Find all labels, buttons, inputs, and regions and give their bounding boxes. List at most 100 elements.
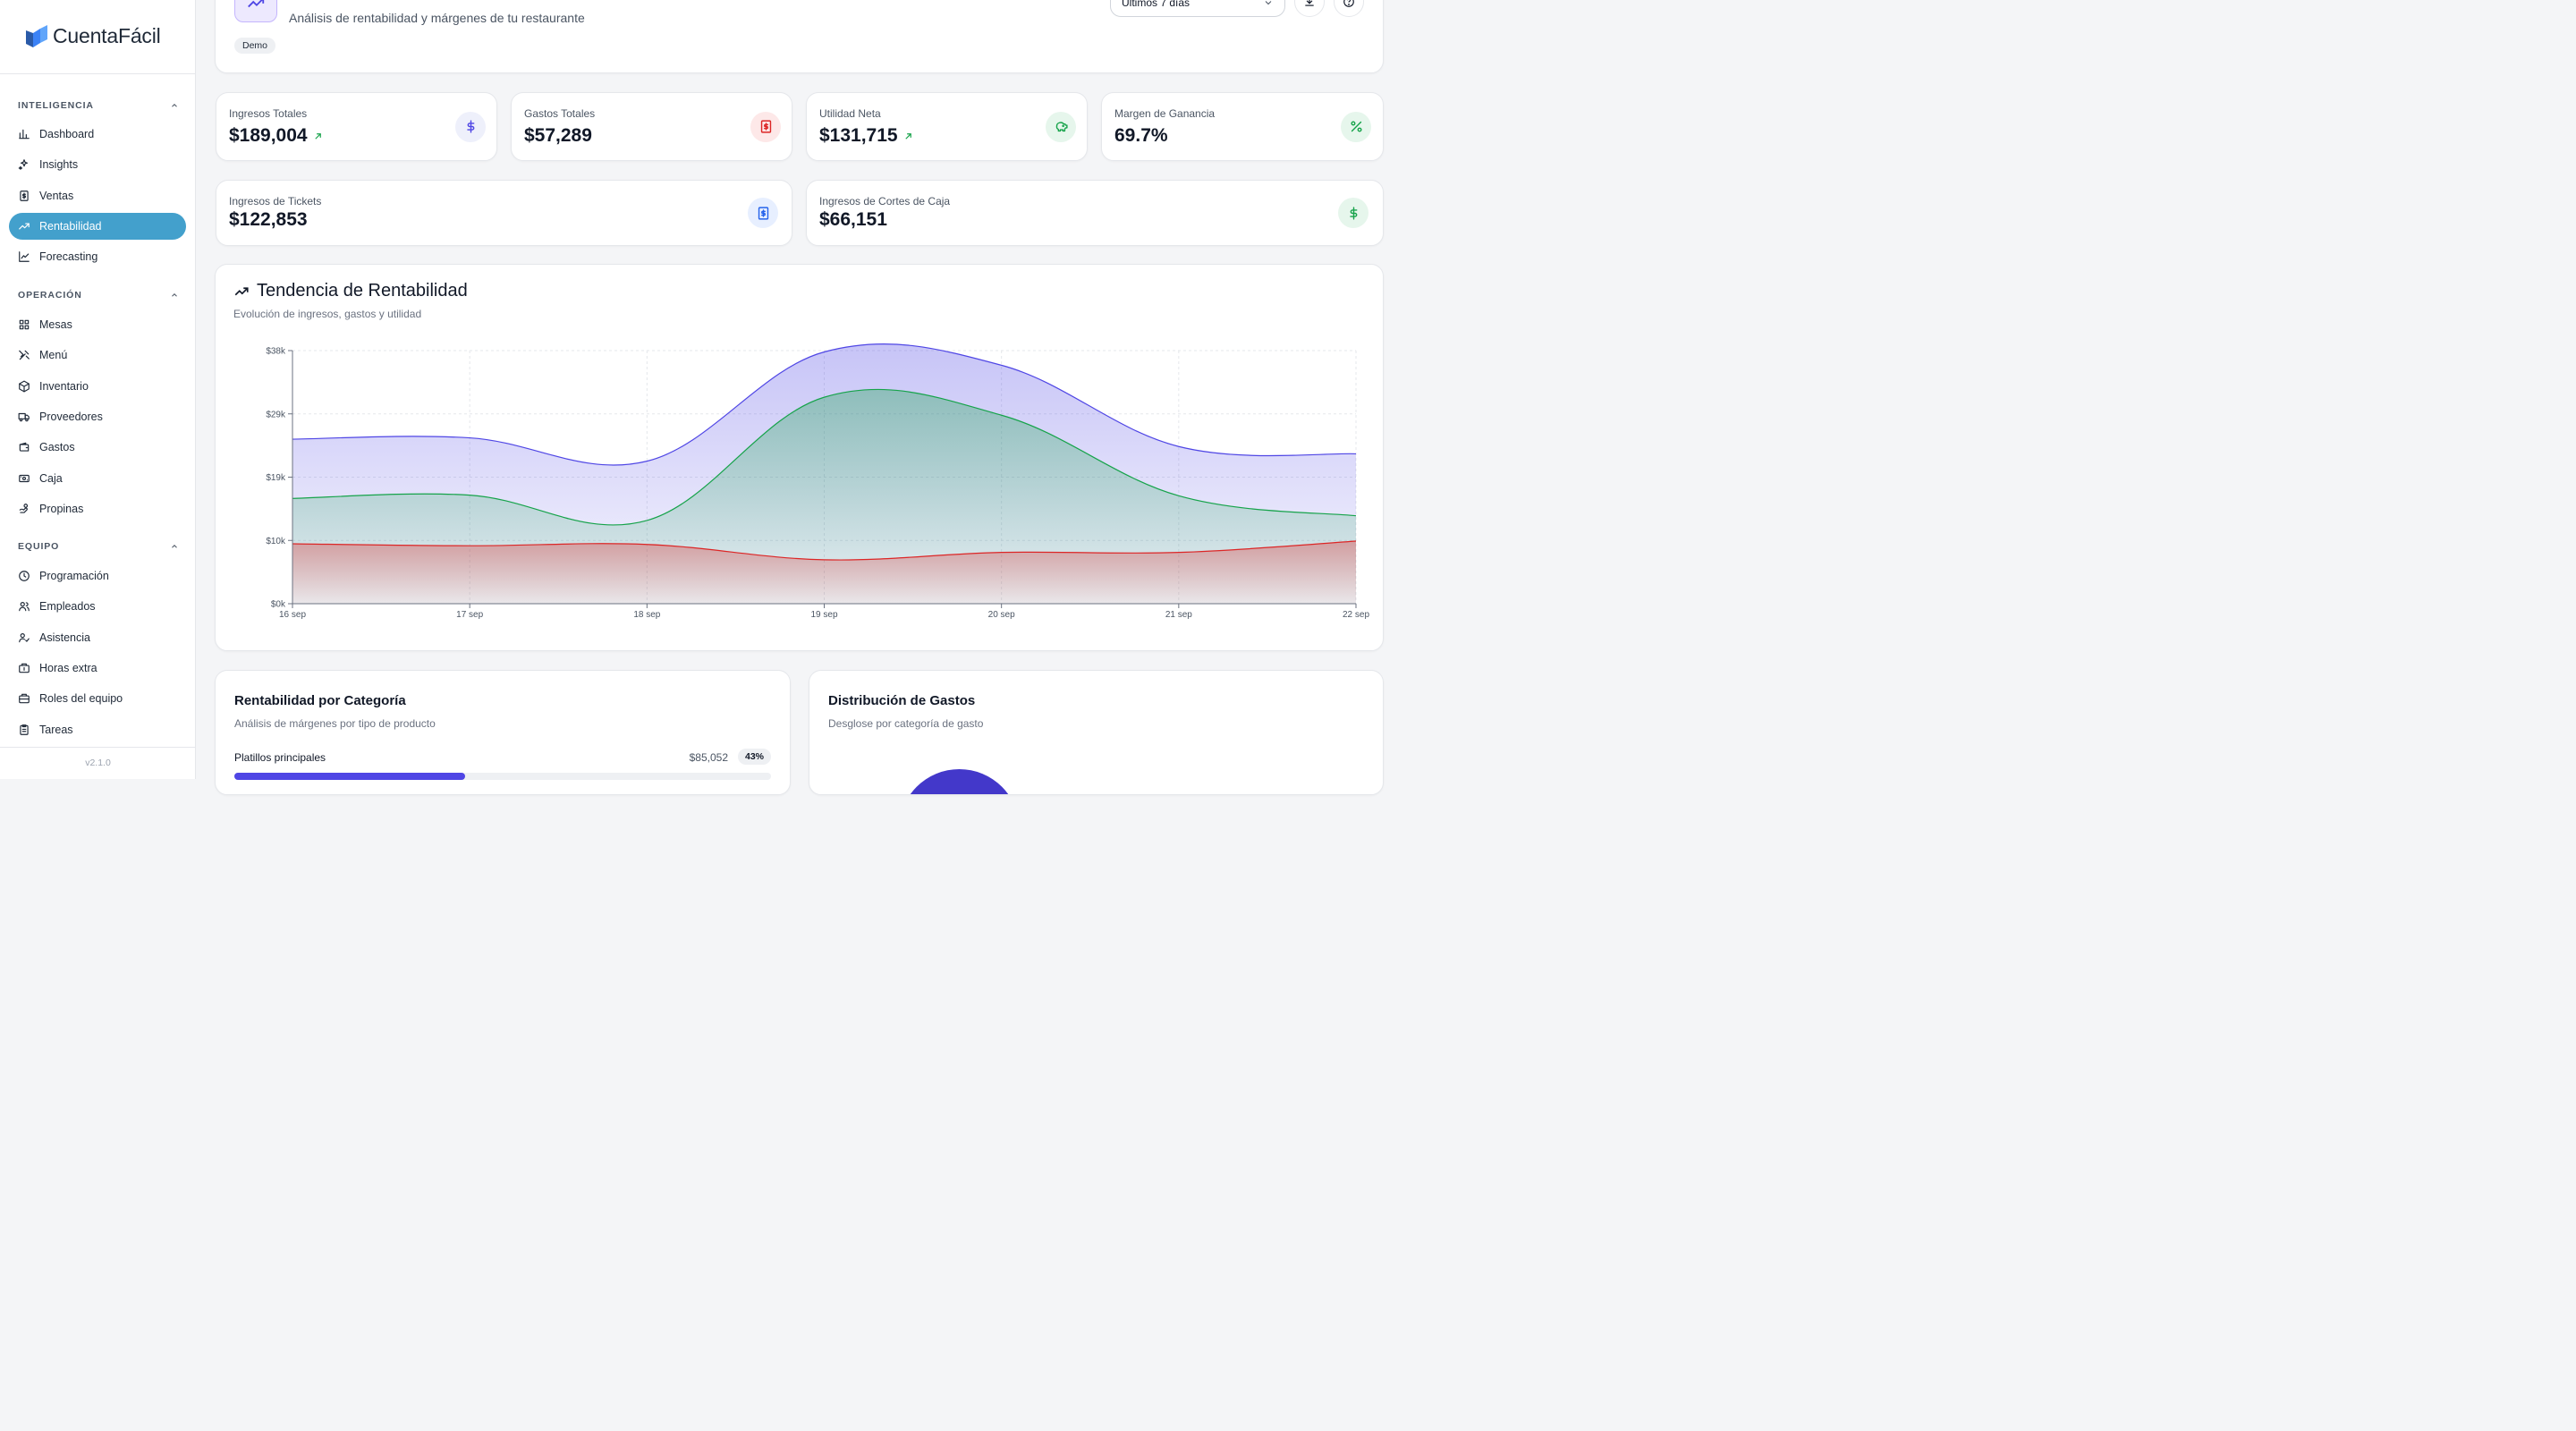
x-tick-label: 19 sep — [810, 610, 837, 620]
category-row-name: Platillos principales — [234, 751, 326, 764]
kpi-value-text: 69.7% — [1114, 125, 1168, 146]
category-title: Rentabilidad por Categoría — [234, 693, 406, 708]
sidebar-item-label: Programación — [39, 570, 109, 582]
sidebar-item-asistencia[interactable]: Asistencia — [9, 624, 186, 651]
propinas-icon — [19, 503, 29, 513]
kpi-card-ingresos-totales: Ingresos Totales $189,004 — [216, 92, 497, 161]
chart-title-text: Tendencia de Rentabilidad — [257, 281, 468, 301]
page-icon — [234, 0, 277, 22]
trending-up-icon — [248, 0, 265, 8]
sidebar-item-label: Dashboard — [39, 128, 95, 140]
sidebar-item-insights[interactable]: Insights — [9, 151, 186, 178]
kpi-value: $131,715 — [819, 125, 913, 147]
kpi-value: $189,004 — [229, 125, 323, 147]
kpi-icon-badge — [1338, 198, 1368, 228]
chevron-down-icon — [1265, 0, 1272, 4]
sidebar-item-label: Horas extra — [39, 661, 97, 674]
kpi-card-gastos-totales: Gastos Totales $57,289 — [511, 92, 792, 161]
sidebar-item-gastos[interactable]: Gastos — [9, 434, 186, 461]
sidebar-item-empleados[interactable]: Empleados — [9, 593, 186, 620]
sidebar-item-forecasting[interactable]: Forecasting — [9, 243, 186, 270]
kpi-label: Ingresos Totales — [229, 107, 308, 120]
expense-title: Distribución de Gastos — [828, 693, 976, 708]
sidebar-item-programacion[interactable]: Programación — [9, 563, 186, 589]
kpi-icon-badge — [1046, 111, 1076, 142]
gastos-icon — [19, 442, 30, 452]
sidebar-item-label: Ventas — [39, 189, 74, 202]
category-progress-fill — [234, 773, 465, 780]
sidebar-item-menu[interactable]: Menú — [9, 342, 186, 368]
kpi-card-ingresos-de-tickets: Ingresos de Tickets $122,853 — [216, 180, 792, 246]
rentabilidad-icon — [19, 223, 30, 230]
sidebar: CuentaFácil INTELIGENCIA Dashboard Insight… — [0, 0, 196, 779]
download-button[interactable] — [1294, 0, 1325, 17]
trend-chart-card: Tendencia de Rentabilidad Evolución de i… — [215, 264, 1384, 651]
proveedores-icon — [18, 412, 30, 422]
sidebar-item-dashboard[interactable]: Dashboard — [9, 121, 186, 148]
x-tick-label: 16 sep — [279, 610, 306, 620]
kpi-value: $122,853 — [229, 209, 308, 231]
section-title: EQUIPO — [18, 541, 60, 552]
kpi-value: $66,151 — [819, 209, 887, 231]
sidebar-item-ventas[interactable]: Ventas — [9, 182, 186, 209]
sidebar-item-label: Gastos — [39, 441, 75, 454]
sidebar-item-tareas[interactable]: Tareas — [9, 716, 186, 743]
kpi-value-text: $66,151 — [819, 209, 887, 230]
category-row-amount: $85,052 — [689, 751, 728, 764]
sidebar-item-proveedores[interactable]: Proveedores — [9, 403, 186, 430]
kpi-icon-badge — [748, 198, 778, 228]
sidebar-item-propinas[interactable]: Propinas — [9, 495, 186, 522]
forecasting-icon — [19, 251, 30, 263]
tareas-icon — [20, 724, 29, 735]
help-button[interactable] — [1334, 0, 1364, 17]
app-version: v2.1.0 — [85, 758, 111, 768]
sidebar-divider — [0, 73, 196, 74]
sidebar-item-label: Proveedores — [39, 410, 103, 423]
period-select-value: Últimos 7 días — [1122, 0, 1191, 9]
expense-card: Distribución de Gastos Desglose por cate… — [809, 670, 1384, 795]
section-header-inteligencia[interactable]: INTELIGENCIA — [18, 100, 179, 111]
page-subtitle: Análisis de rentabilidad y márgenes de t… — [289, 11, 585, 25]
help-icon — [1343, 0, 1354, 7]
kpi-label: Utilidad Neta — [819, 107, 881, 120]
chart-title: Tendencia de Rentabilidad — [233, 281, 468, 301]
roles-del-equipo-icon — [19, 693, 30, 704]
kpi-value-text: $189,004 — [229, 125, 308, 146]
sidebar-item-horas-extra[interactable]: Horas extra — [9, 655, 186, 682]
kpi-value-text: $122,853 — [229, 209, 308, 230]
arrow-up-right-icon — [314, 132, 321, 140]
page-header: Análisis de rentabilidad y márgenes de t… — [215, 0, 1384, 73]
chevron-up-icon — [172, 104, 177, 107]
sidebar-item-roles-del-equipo[interactable]: Roles del equipo — [9, 685, 186, 712]
chevron-up-icon — [172, 545, 177, 548]
sidebar-item-label: Insights — [39, 158, 79, 172]
section-title: INTELIGENCIA — [18, 100, 94, 111]
kpi-label: Gastos Totales — [524, 107, 596, 120]
series-line-1 — [292, 388, 1357, 526]
sidebar-item-label: Rentabilidad — [39, 219, 102, 233]
sidebar-item-mesas[interactable]: Mesas — [9, 311, 186, 338]
dollar-icon — [466, 120, 474, 133]
x-tick-label: 18 sep — [633, 610, 660, 620]
sidebar-item-label: Asistencia — [39, 631, 90, 644]
period-select[interactable]: Últimos 7 días — [1110, 0, 1285, 17]
section-header-equipo[interactable]: EQUIPO — [18, 541, 179, 552]
empleados-icon — [19, 602, 30, 612]
sidebar-item-inventario[interactable]: Inventario — [9, 373, 186, 400]
sidebar-item-caja[interactable]: Caja — [9, 465, 186, 492]
sidebar-item-label: Mesas — [39, 318, 72, 331]
category-card: Rentabilidad por Categoría Análisis de m… — [215, 670, 791, 795]
dashboard-icon — [19, 129, 30, 140]
section-header-operacion[interactable]: OPERACIÓN — [18, 290, 179, 301]
sidebar-item-rentabilidad[interactable]: Rentabilidad — [9, 212, 186, 240]
asistencia-icon — [19, 632, 30, 642]
category-row-pct: 43% — [737, 749, 771, 765]
x-tick-label: 17 sep — [456, 610, 483, 620]
sidebar-item-label: Empleados — [39, 600, 96, 614]
logo[interactable]: CuentaFácil — [24, 23, 161, 48]
logo-icon — [26, 25, 47, 47]
menu-icon — [19, 351, 30, 360]
insights-icon — [18, 159, 29, 171]
ventas-icon — [20, 190, 29, 201]
trending-up-icon — [234, 286, 249, 295]
